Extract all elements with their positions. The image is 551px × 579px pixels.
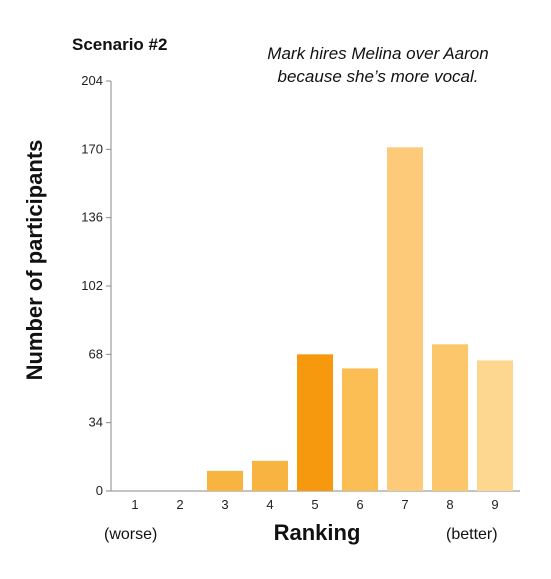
bar [252,460,288,491]
x-tick-label: 6 [356,497,363,512]
x-tick-label: 4 [266,497,273,512]
x-tick-label: 1 [131,497,138,512]
bar [342,368,378,491]
bar [387,147,423,491]
bar [297,354,333,491]
y-tick-label: 0 [96,483,103,498]
x-tick-label: 9 [491,497,498,512]
y-tick-label: 68 [89,346,103,361]
caption-line-1: Mark hires Melina over Aaron [267,44,489,63]
x-tick-label: 2 [176,497,183,512]
caption-line-2: because she’s more vocal. [277,67,479,86]
y-tick-label: 136 [81,210,103,225]
y-tick-label: 204 [81,73,103,88]
x-axis-note-better: (better) [446,526,498,543]
bar [432,344,468,491]
x-tick-label: 5 [311,497,318,512]
chart-title: Scenario #2 [72,35,168,54]
x-axis-note-worse: (worse) [104,526,158,543]
x-tick-label: 7 [401,497,408,512]
x-tick-label: 8 [446,497,453,512]
y-tick-label: 102 [81,278,103,293]
bar [207,470,243,491]
bar [477,360,513,491]
y-tick-label: 34 [89,415,103,430]
y-tick-label: 170 [81,141,103,156]
y-axis-label: Number of participants [22,139,47,381]
x-axis-label: Ranking [273,520,361,545]
x-tick-label: 3 [221,497,228,512]
